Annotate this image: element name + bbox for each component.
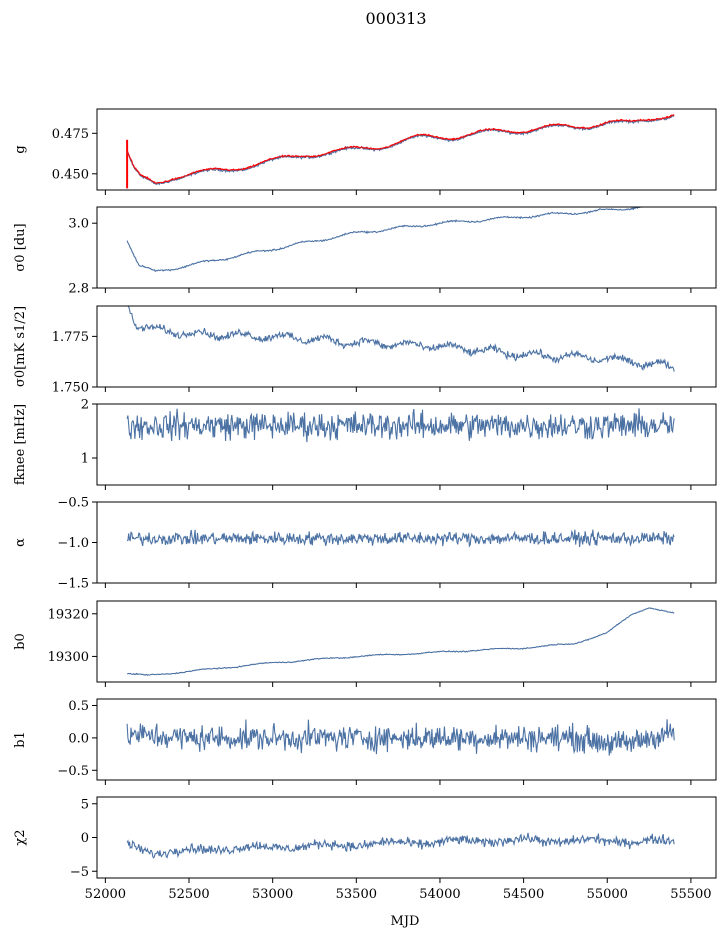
panel-chi2: −5 0 5 52000 52500 53000 53500 54000 54500 55000 5… xyxy=(13,796,717,902)
xtick-label-2: 53000 xyxy=(252,887,293,902)
panel-frame-b0 xyxy=(96,600,717,683)
xtick-label-3: 53500 xyxy=(336,887,377,902)
xtick-label-6: 55000 xyxy=(587,887,628,902)
panel-frame-b1 xyxy=(96,698,717,781)
panel-frame-sigma0-du xyxy=(96,206,717,289)
ytick-label-chi2-0: −5 xyxy=(70,865,89,880)
xtick-label-1: 52500 xyxy=(168,887,209,902)
panel-fknee: 1 2 fknee [mHz] xyxy=(13,398,717,490)
series-overlay-g xyxy=(126,114,675,185)
ylabel-g: g xyxy=(13,145,28,153)
ylabel-fknee: fknee [mHz] xyxy=(13,404,28,485)
panel-b0: 19300 19320 b0 xyxy=(13,600,717,687)
x-axis-label: MJD xyxy=(391,914,420,929)
ytick-label-sigma0-du-0: 2.8 xyxy=(68,282,89,297)
series-line-sigma0-mks xyxy=(127,306,675,372)
series-line-fknee xyxy=(126,408,675,443)
panel-frame-fknee xyxy=(96,403,717,486)
ytick-label-alpha-1: −1.0 xyxy=(57,536,89,551)
ylabel-sigma0-mks: σ0[mK s1/2] xyxy=(13,306,28,387)
ylabel-b0: b0 xyxy=(13,633,28,650)
ytick-label-b1-1: 0.0 xyxy=(68,731,89,746)
ytick-label-sigma0-du-1: 3.0 xyxy=(68,217,89,232)
ylabel-alpha: α xyxy=(13,538,28,547)
figure-title: 000313 xyxy=(365,9,426,28)
ytick-label-sigma0-mks-1: 1.775 xyxy=(52,330,89,345)
ytick-label-alpha-2: −0.5 xyxy=(57,496,89,511)
ytick-label-chi2-2: 5 xyxy=(81,797,89,812)
xtick-label-0: 52000 xyxy=(85,887,126,902)
ytick-label-chi2-1: 0 xyxy=(81,831,89,846)
panel-frame-sigma0-mks xyxy=(96,305,717,388)
series-line-b1 xyxy=(126,719,675,756)
ytick-label-b0-1: 19320 xyxy=(48,607,89,622)
xtick-label-5: 54500 xyxy=(503,887,544,902)
ytick-label-fknee-1: 2 xyxy=(81,398,89,413)
series-line-b0 xyxy=(127,607,675,677)
panel-alpha: −1.5 −1.0 −0.5 α xyxy=(13,496,717,592)
panel-g: 0.450 0.475 g xyxy=(13,108,717,195)
ytick-label-b1-0: −0.5 xyxy=(57,764,89,779)
panel-sigma0-du: 2.8 3.0 σ0 [du] xyxy=(13,206,717,297)
ytick-label-sigma0-mks-0: 1.750 xyxy=(52,381,89,396)
xtick-label-4: 54000 xyxy=(419,887,460,902)
panel-sigma0-mks: 1.750 1.775 σ0[mK s1/2] xyxy=(13,305,717,396)
series-line-chi2 xyxy=(126,832,675,859)
panel-frame-g xyxy=(96,108,717,191)
ytick-label-b0-0: 19300 xyxy=(48,650,89,665)
series-line-sigma0-du xyxy=(126,207,647,273)
ytick-label-g-1: 0.475 xyxy=(52,127,89,142)
panels: 0.450 0.475 g 2.8 3.0 σ0 [du] 1.750 1.775 σ0[mK … xyxy=(13,108,717,902)
panel-b1: −0.5 0.0 0.5 b1 xyxy=(13,698,717,785)
ytick-label-fknee-0: 1 xyxy=(81,452,89,467)
ylabel-chi2: χ2 xyxy=(13,829,28,845)
panel-frame-chi2 xyxy=(96,796,717,879)
series-line-alpha xyxy=(127,529,675,548)
ylabel-b1: b1 xyxy=(13,731,28,748)
series-line-g xyxy=(126,114,675,186)
ylabel-sigma0-du: σ0 [du] xyxy=(13,223,28,271)
ytick-label-alpha-0: −1.5 xyxy=(57,577,89,592)
ytick-label-b1-2: 0.5 xyxy=(68,699,89,714)
ytick-label-g-0: 0.450 xyxy=(52,167,89,182)
highlight-line-g xyxy=(126,114,675,185)
xtick-label-7: 55500 xyxy=(670,887,711,902)
